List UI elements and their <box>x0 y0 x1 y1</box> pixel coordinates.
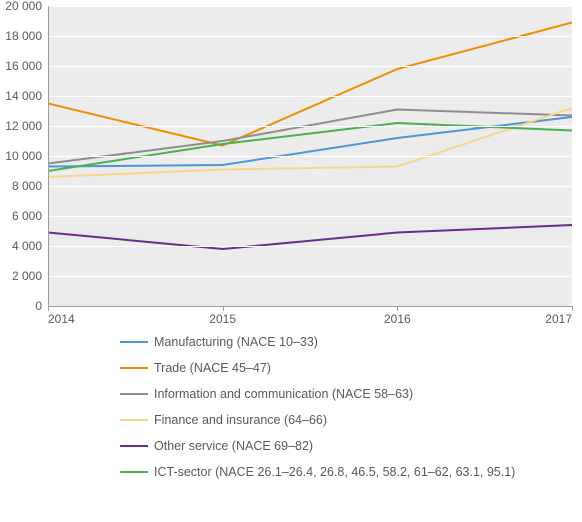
legend-label: Finance and insurance (64–66) <box>154 413 327 427</box>
legend-item-manufacturing: Manufacturing (NACE 10–33) <box>120 335 515 349</box>
y-tick-label: 8 000 <box>0 179 42 193</box>
legend-label: Trade (NACE 45–47) <box>154 361 271 375</box>
x-tick-label: 2014 <box>48 312 75 326</box>
legend-item-other: Other service (NACE 69–82) <box>120 439 515 453</box>
legend-item-trade: Trade (NACE 45–47) <box>120 361 515 375</box>
y-tick-label: 18 000 <box>0 29 42 43</box>
legend-swatch <box>120 419 148 421</box>
x-tick-label: 2016 <box>384 312 411 326</box>
chart-plot-area <box>48 6 572 306</box>
x-tick-label: 2015 <box>209 312 236 326</box>
y-tick-label: 2 000 <box>0 269 42 283</box>
legend-swatch <box>120 393 148 395</box>
legend-swatch <box>120 445 148 447</box>
legend-item-finance: Finance and insurance (64–66) <box>120 413 515 427</box>
legend-label: Information and communication (NACE 58–6… <box>154 387 413 401</box>
legend-label: Manufacturing (NACE 10–33) <box>154 335 318 349</box>
legend-item-ict: ICT-sector (NACE 26.1–26.4, 26.8, 46.5, … <box>120 465 515 479</box>
legend-swatch <box>120 471 148 473</box>
legend-swatch <box>120 341 148 343</box>
y-tick-label: 10 000 <box>0 149 42 163</box>
y-tick-label: 14 000 <box>0 89 42 103</box>
y-tick-label: 12 000 <box>0 119 42 133</box>
legend-item-info: Information and communication (NACE 58–6… <box>120 387 515 401</box>
y-tick-label: 0 <box>0 299 42 313</box>
y-tick-label: 20 000 <box>0 0 42 13</box>
legend-label: Other service (NACE 69–82) <box>154 439 313 453</box>
chart-legend: Manufacturing (NACE 10–33) Trade (NACE 45… <box>120 335 515 491</box>
x-tick-label: 2017 <box>545 312 572 326</box>
series-ict <box>48 123 572 171</box>
legend-label: ICT-sector (NACE 26.1–26.4, 26.8, 46.5, … <box>154 465 515 479</box>
y-tick-label: 16 000 <box>0 59 42 73</box>
legend-swatch <box>120 367 148 369</box>
y-tick-label: 6 000 <box>0 209 42 223</box>
y-tick-label: 4 000 <box>0 239 42 253</box>
